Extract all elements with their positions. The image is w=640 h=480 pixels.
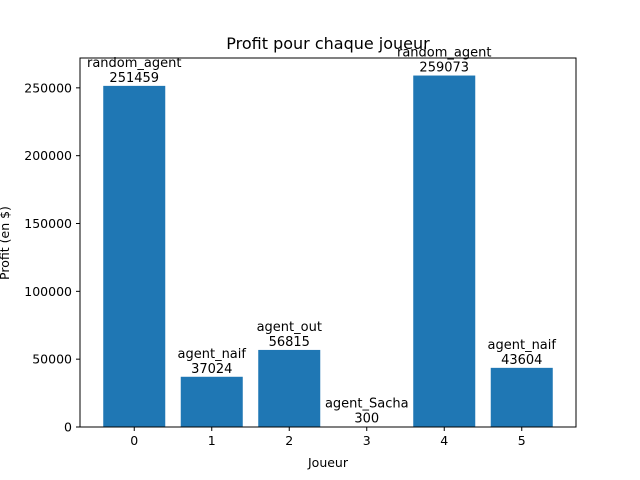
bar-label-value-4: 259073 <box>419 61 469 76</box>
y-tick-label-100000: 100000 <box>24 284 72 299</box>
x-axis-label: Joueur <box>307 455 349 470</box>
x-tick-label-5: 5 <box>518 433 526 448</box>
bar-label-value-1: 37024 <box>191 362 232 377</box>
bar-label-name-2: agent_out <box>257 320 322 335</box>
x-tick-label-1: 1 <box>208 433 216 448</box>
bar-label-name-1: agent_naif <box>178 347 247 362</box>
bar-4 <box>413 75 476 428</box>
bar-label-name-5: agent_naif <box>488 338 557 353</box>
bar-0 <box>103 85 166 428</box>
x-tick-label-3: 3 <box>363 433 371 448</box>
x-tick-label-4: 4 <box>440 433 448 448</box>
axes-frame <box>79 57 577 428</box>
bar-label-name-0: random_agent <box>87 56 181 71</box>
bar-1 <box>180 376 243 427</box>
y-tick-label-50000: 50000 <box>32 352 72 367</box>
bar-label-name-3: agent_Sacha <box>325 397 409 412</box>
y-tick-label-250000: 250000 <box>24 80 72 95</box>
y-tick-label-0: 0 <box>64 420 72 435</box>
y-tick-label-200000: 200000 <box>24 148 72 163</box>
bar-2 <box>258 349 321 427</box>
chart-title: Profit pour chaque joueur <box>226 34 430 53</box>
bar-label-value-3: 300 <box>354 412 379 427</box>
x-tick-label-0: 0 <box>130 433 138 448</box>
axes: 0 1 2 3 4 5 0 50000 100000 150000 200000 250000 <box>24 57 577 448</box>
y-tick-label-150000: 150000 <box>24 216 72 231</box>
plot-area: random_agent251459agent_naif37024agent_o… <box>87 46 557 428</box>
bar-label-value-2: 56815 <box>269 335 310 350</box>
bar-label-value-0: 251459 <box>109 71 159 86</box>
bar-5 <box>490 367 553 427</box>
x-tick-label-2: 2 <box>285 433 293 448</box>
y-axis-label: Profit (en $) <box>0 206 12 280</box>
bar-label-value-5: 43604 <box>501 353 542 368</box>
bar-label-name-4: random_agent <box>397 46 491 61</box>
